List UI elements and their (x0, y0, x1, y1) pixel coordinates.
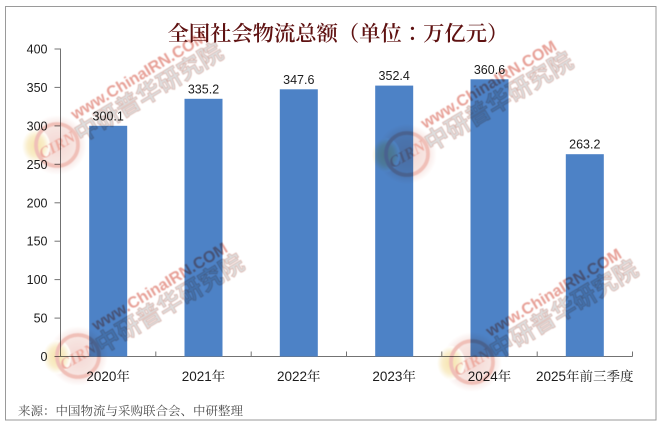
svg-text:335.2: 335.2 (188, 82, 219, 96)
svg-text:2025: 2025 (536, 369, 566, 384)
svg-text:350: 350 (27, 81, 48, 95)
svg-text:2023: 2023 (372, 369, 402, 384)
svg-text:263.2: 263.2 (569, 138, 600, 152)
svg-text:100: 100 (27, 273, 48, 287)
svg-text:2021: 2021 (182, 369, 212, 384)
svg-text:150: 150 (27, 235, 48, 249)
svg-text:352.4: 352.4 (379, 69, 410, 83)
svg-text:347.6: 347.6 (283, 73, 314, 87)
svg-text:400: 400 (27, 43, 48, 57)
svg-text:50: 50 (34, 312, 48, 326)
svg-text:360.6: 360.6 (474, 63, 505, 77)
svg-text:2022: 2022 (277, 369, 307, 384)
svg-text:200: 200 (27, 196, 48, 210)
